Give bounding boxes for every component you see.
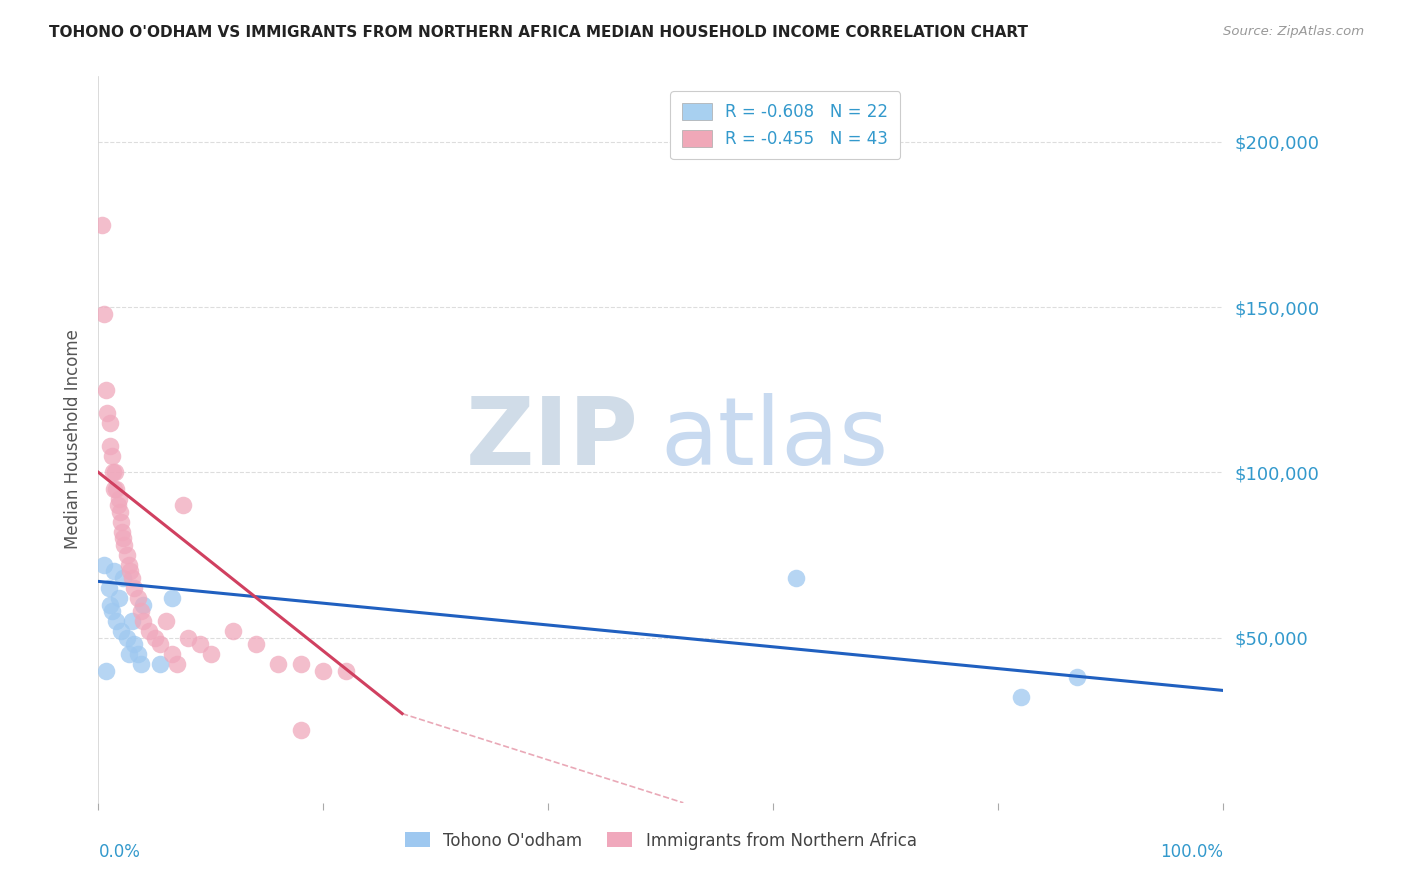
- Point: [96, 383, 118, 397]
- Point: [245, 637, 267, 651]
- Point: [110, 624, 132, 638]
- Point: [290, 723, 312, 737]
- Point: [172, 499, 194, 513]
- Point: [101, 449, 124, 463]
- Point: [127, 647, 149, 661]
- Point: [166, 657, 188, 671]
- Point: [104, 466, 127, 480]
- Point: [115, 548, 138, 562]
- Point: [267, 657, 290, 671]
- Point: [335, 664, 357, 678]
- Point: [107, 491, 129, 506]
- Point: [98, 416, 121, 430]
- Point: [118, 565, 141, 579]
- Point: [290, 657, 312, 671]
- Point: [1066, 670, 1088, 684]
- Point: [101, 604, 124, 618]
- Point: [103, 565, 125, 579]
- Point: [132, 598, 155, 612]
- Point: [105, 482, 128, 496]
- Text: Source: ZipAtlas.com: Source: ZipAtlas.com: [1223, 25, 1364, 38]
- Point: [96, 664, 118, 678]
- Point: [127, 591, 149, 605]
- Point: [138, 624, 160, 638]
- Point: [155, 614, 177, 628]
- Point: [149, 637, 172, 651]
- Text: ZIP: ZIP: [465, 393, 638, 485]
- Point: [222, 624, 245, 638]
- Point: [103, 482, 125, 496]
- Legend: Tohono O'odham, Immigrants from Northern Africa: Tohono O'odham, Immigrants from Northern…: [398, 825, 924, 856]
- Point: [160, 591, 183, 605]
- Point: [93, 307, 115, 321]
- Point: [115, 631, 138, 645]
- Point: [149, 657, 172, 671]
- Point: [107, 499, 129, 513]
- Point: [177, 631, 200, 645]
- Point: [129, 657, 152, 671]
- Point: [110, 515, 132, 529]
- Point: [118, 558, 141, 572]
- Point: [98, 598, 121, 612]
- Point: [101, 466, 124, 480]
- Point: [160, 647, 183, 661]
- Y-axis label: Median Household Income: Median Household Income: [63, 329, 82, 549]
- Point: [124, 581, 146, 595]
- Point: [129, 604, 152, 618]
- Text: 100.0%: 100.0%: [1160, 843, 1223, 861]
- Text: atlas: atlas: [661, 393, 889, 485]
- Point: [90, 218, 112, 232]
- Point: [93, 558, 115, 572]
- Point: [98, 439, 121, 453]
- Point: [785, 571, 807, 585]
- Point: [200, 647, 222, 661]
- Point: [121, 614, 143, 628]
- Point: [108, 505, 131, 519]
- Point: [112, 532, 135, 546]
- Point: [118, 647, 141, 661]
- Point: [112, 571, 135, 585]
- Point: [121, 571, 143, 585]
- Point: [1010, 690, 1032, 704]
- Text: TOHONO O'ODHAM VS IMMIGRANTS FROM NORTHERN AFRICA MEDIAN HOUSEHOLD INCOME CORREL: TOHONO O'ODHAM VS IMMIGRANTS FROM NORTHE…: [49, 25, 1028, 40]
- Point: [312, 664, 335, 678]
- Point: [132, 614, 155, 628]
- Point: [112, 538, 135, 552]
- Point: [143, 631, 166, 645]
- Point: [107, 591, 129, 605]
- Point: [111, 524, 134, 539]
- Point: [97, 581, 120, 595]
- Point: [105, 614, 128, 628]
- Text: 0.0%: 0.0%: [98, 843, 141, 861]
- Point: [124, 637, 146, 651]
- Point: [188, 637, 211, 651]
- Point: [96, 406, 118, 420]
